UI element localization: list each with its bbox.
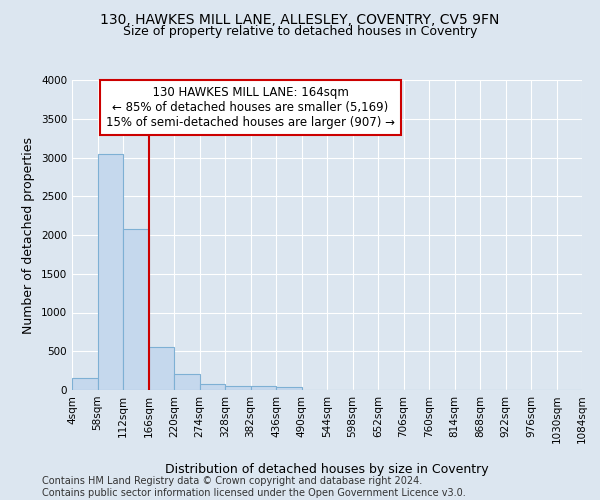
Y-axis label: Number of detached properties: Number of detached properties — [22, 136, 35, 334]
Bar — [97, 154, 123, 390]
Bar — [276, 387, 302, 390]
Bar — [149, 348, 174, 390]
Text: Contains HM Land Registry data © Crown copyright and database right 2024.
Contai: Contains HM Land Registry data © Crown c… — [42, 476, 466, 498]
Bar — [72, 378, 97, 390]
Bar — [200, 384, 225, 390]
Text: Distribution of detached houses by size in Coventry: Distribution of detached houses by size … — [165, 462, 489, 475]
Bar — [225, 386, 251, 390]
Text: Size of property relative to detached houses in Coventry: Size of property relative to detached ho… — [123, 25, 477, 38]
Bar — [123, 229, 149, 390]
Bar — [251, 386, 276, 390]
Bar — [174, 374, 199, 390]
Text: 130 HAWKES MILL LANE: 164sqm  
← 85% of detached houses are smaller (5,169)
15% : 130 HAWKES MILL LANE: 164sqm ← 85% of de… — [106, 86, 395, 129]
Text: 130, HAWKES MILL LANE, ALLESLEY, COVENTRY, CV5 9FN: 130, HAWKES MILL LANE, ALLESLEY, COVENTR… — [100, 12, 500, 26]
